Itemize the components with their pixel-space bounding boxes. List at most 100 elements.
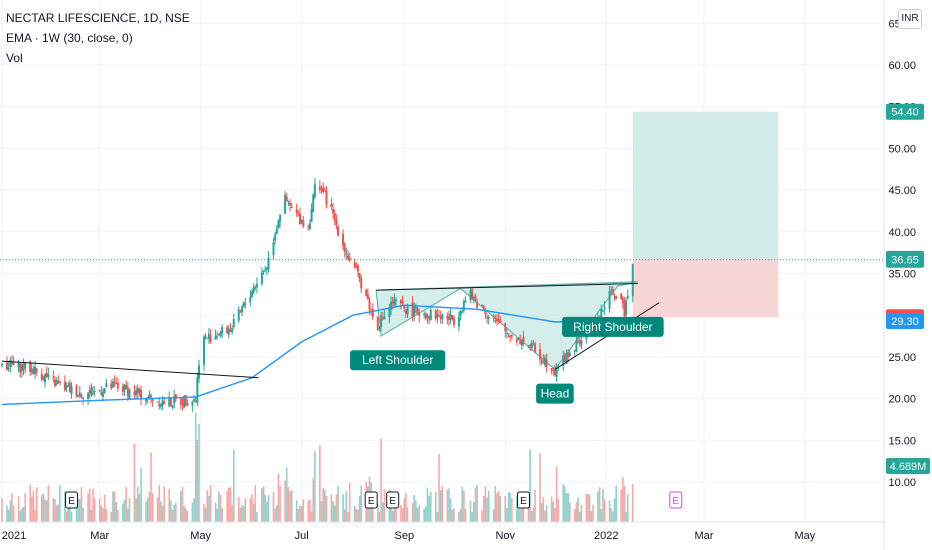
volume-bar [569, 502, 571, 522]
candle-body [411, 302, 414, 318]
candle-body [298, 214, 301, 225]
candle-body [557, 367, 560, 370]
price-tick-label: 50.00 [888, 143, 916, 155]
candle-body [406, 304, 409, 315]
candle-body [550, 368, 553, 371]
volume-bar [32, 490, 35, 522]
volume-bar [59, 484, 61, 522]
candle-body [103, 388, 106, 393]
volume-bar [565, 493, 568, 522]
candle-body [45, 373, 48, 378]
volume-bar [136, 486, 139, 522]
volume-bar [552, 501, 555, 522]
candle-body [265, 267, 268, 270]
candle-body [482, 305, 485, 310]
volume-bar [585, 493, 588, 522]
candle-body [320, 188, 323, 191]
candle-body [530, 342, 533, 349]
candle-body [322, 187, 325, 193]
volume-bar [232, 449, 235, 522]
earnings-marker-label: E [520, 496, 527, 507]
candle-body [22, 363, 25, 371]
candle-body [494, 320, 497, 322]
volume-bar [312, 478, 315, 522]
volume-bar [517, 503, 520, 522]
volume-bar [602, 488, 604, 522]
ema-indicator-label[interactable]: EMA · 1W (30, close, 0) [6, 31, 133, 45]
candle-body [461, 310, 464, 313]
candle-body [573, 350, 576, 352]
volume-bar [403, 498, 406, 522]
volume-bar [1, 498, 3, 522]
candle-body [272, 242, 275, 256]
volume-bar [441, 486, 444, 522]
volume-bar [52, 498, 55, 522]
volume-bar [626, 494, 629, 522]
pattern-label-head: Head [536, 383, 574, 404]
volume-bar [347, 511, 349, 522]
candle-body [284, 194, 287, 214]
candle-body [9, 360, 12, 368]
candle-body [297, 212, 300, 214]
volume-bar [395, 501, 397, 522]
candle-body [390, 302, 393, 310]
volume-bar [290, 490, 293, 522]
volume-bar [254, 485, 257, 522]
volume-bar [482, 495, 485, 522]
volume-bar [145, 501, 147, 522]
volume-bar [125, 486, 127, 522]
candle-body [77, 394, 80, 396]
volume-bar [424, 506, 427, 522]
volume-bar [88, 488, 91, 522]
volume-bar [411, 502, 414, 522]
volume-bar [160, 501, 162, 522]
volume-bar [597, 491, 599, 522]
candle-body [356, 265, 359, 272]
candle-body [262, 270, 265, 272]
volume-bar [378, 511, 381, 522]
candle-body [368, 300, 371, 310]
candle-body [337, 225, 340, 236]
candle-body [156, 401, 159, 403]
volume-bar [206, 489, 209, 522]
symbol-title[interactable]: NECTAR LIFESCIENCE, 1D, NSE [6, 11, 190, 25]
volume-bar [555, 466, 558, 522]
earnings-marker-label: E [672, 496, 679, 507]
earnings-marker: E [386, 491, 400, 509]
candle-body [522, 337, 525, 345]
candle-body [35, 368, 38, 372]
volume-bar [267, 495, 270, 522]
volume-bar [231, 505, 233, 522]
volume-bar [229, 487, 232, 522]
candle-body [174, 394, 177, 400]
candle-body [505, 332, 508, 334]
volume-bar [227, 487, 230, 522]
volume-indicator-label[interactable]: Vol [6, 51, 23, 65]
earnings-marker: E [516, 491, 530, 509]
candle-body [378, 328, 381, 330]
currency-badge[interactable]: INR [898, 9, 922, 29]
candle-body [193, 399, 196, 401]
candle-body [121, 386, 124, 392]
time-tick-label: Mar [694, 530, 713, 542]
volume-bar [133, 443, 136, 522]
candle-body [527, 345, 530, 347]
volume-bar [507, 492, 510, 522]
candle-body [47, 374, 50, 378]
ema-polyline [1, 304, 630, 406]
volume-bar [24, 493, 26, 522]
candle-body [318, 186, 321, 190]
candle-body [125, 385, 128, 389]
volume-bar [423, 508, 425, 522]
candle-body [623, 301, 626, 317]
candle-body [7, 368, 10, 370]
price-label: 54.40 [886, 103, 924, 120]
volume-bar [219, 494, 222, 522]
volume-bar [521, 500, 523, 522]
candle-body [161, 400, 164, 406]
time-tick-label: May [795, 530, 816, 542]
volume-label-box [886, 458, 930, 474]
volume-bar [451, 509, 454, 522]
volume-bar [67, 505, 70, 522]
